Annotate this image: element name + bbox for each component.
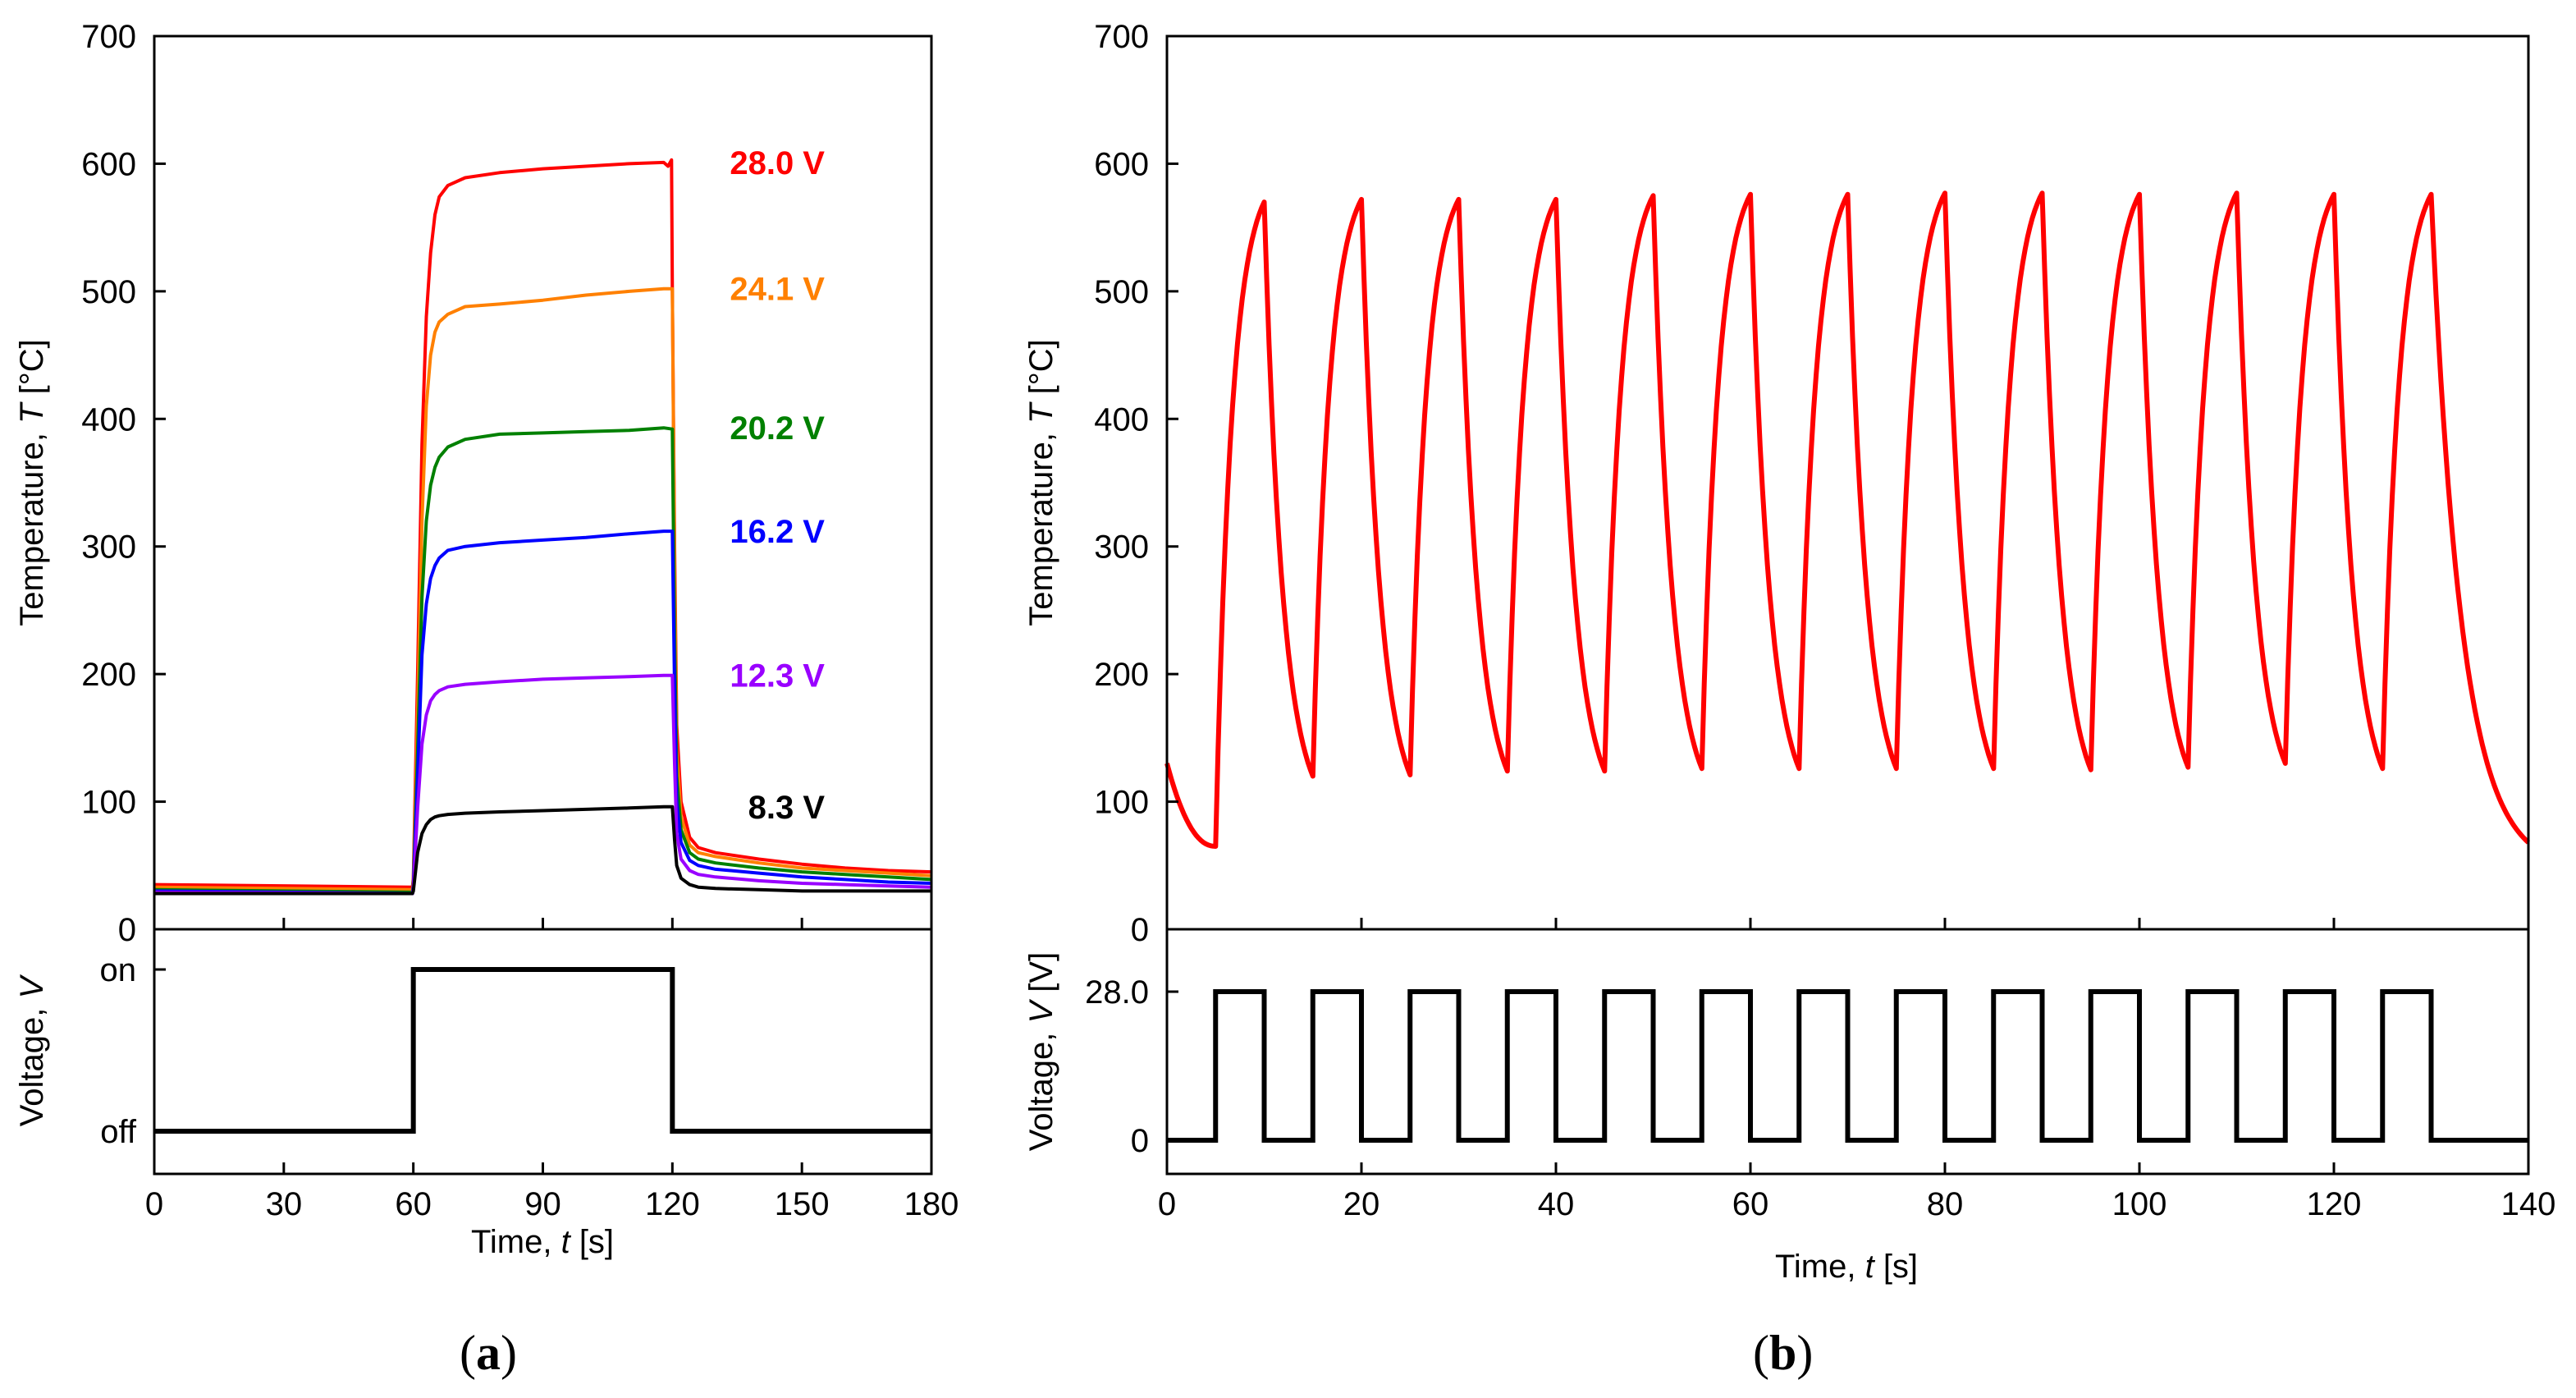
panel-b-y-tick-label: 0	[1131, 912, 1149, 948]
panel-b-x-tick-label: 100	[2112, 1186, 2167, 1222]
panel-a-label: (a)	[460, 1326, 517, 1380]
panel-b: 0 20 40 60 80 100 120 140 0 100 200 300 400 500 600 70…	[1023, 19, 2555, 1380]
voltage-step-line	[154, 967, 931, 1134]
panel-b-y-tick-label: 500	[1094, 274, 1149, 310]
panel-a-x-tick-label: 90	[524, 1186, 561, 1222]
panel-a-y-tick-label: 500	[81, 274, 136, 310]
panel-a-series-labels: 28.0 V 24.1 V 20.2 V 16.2 V 12.3 V 8.3 V	[730, 145, 825, 826]
panel-a-voltage-plot-frame	[153, 928, 933, 1176]
temperature-cycling-line	[1164, 190, 2531, 849]
panel-b-temperature-series	[1164, 190, 2531, 849]
voltage-tick-label: off	[100, 1114, 137, 1150]
series-label-241: 24.1 V	[730, 272, 825, 308]
panel-b-voltage-axis-label: Voltage, V [V]	[1023, 952, 1059, 1151]
panel-a-y-tick-label: 700	[81, 19, 136, 55]
panel-a-y-tick-label: 200	[81, 657, 136, 693]
panel-a-temperature-series	[153, 158, 932, 896]
panel-b-y-tick-label: 200	[1094, 657, 1149, 693]
temperature-line-83	[154, 804, 931, 896]
voltage-tick-label: on	[100, 952, 137, 988]
panel-a-voltage-axis-label: Voltage, V	[14, 974, 50, 1126]
voltage-tick-label: 28.0	[1085, 974, 1149, 1011]
panel-b-x-ticks: 0 20 40 60 80 100 120 140	[1158, 918, 2556, 1222]
panel-a-x-tick-label: 120	[645, 1186, 700, 1222]
panel-b-label: (b)	[1753, 1326, 1813, 1380]
panel-a-y-tick-label: 300	[81, 529, 136, 566]
temperature-line-280	[153, 158, 932, 889]
panel-b-x-tick-label: 140	[2501, 1186, 2556, 1222]
panel-a-x-ticks: 0 30 60 90 120 150 180	[145, 918, 959, 1222]
series-label-202: 20.2 V	[730, 410, 825, 447]
panel-a-x-axis-label: Time, t [s]	[471, 1224, 614, 1260]
temperature-line-202	[153, 426, 932, 894]
panel-b-x-tick-label: 120	[2307, 1186, 2362, 1222]
panel-b-y-axis-label: Temperature, T [°C]	[1023, 339, 1059, 626]
panel-b-x-tick-label: 0	[1158, 1186, 1176, 1222]
panel-b-y-tick-label: 100	[1094, 785, 1149, 821]
panel-a-y-tick-label: 0	[118, 912, 136, 948]
panel-b-y-tick-label: 700	[1094, 19, 1149, 55]
panel-b-x-tick-label: 40	[1538, 1186, 1575, 1222]
panel-b-voltage-series	[1167, 989, 2528, 1143]
temperature-line-162	[153, 529, 932, 896]
panel-b-x-axis-label: Time, t [s]	[1775, 1249, 1918, 1285]
panel-a-voltage-ticks: off on	[100, 952, 166, 1150]
temperature-line-123	[153, 673, 932, 896]
panel-a-y-axis-label: Temperature, T [°C]	[14, 339, 50, 626]
panel-b-y-tick-label: 600	[1094, 146, 1149, 182]
panel-a-y-tick-label: 400	[81, 401, 136, 438]
panel-b-x-tick-label: 20	[1343, 1186, 1380, 1222]
panel-b-voltage-ticks: 028.0	[1085, 974, 1178, 1159]
series-label-123: 12.3 V	[730, 658, 825, 694]
series-label-162: 16.2 V	[730, 514, 825, 550]
panel-a-x-tick-label: 150	[775, 1186, 830, 1222]
panel-b-x-tick-label: 60	[1732, 1186, 1769, 1222]
panel-b-y-tick-label: 300	[1094, 529, 1149, 566]
voltage-pulse-line	[1167, 989, 2528, 1143]
panel-a-x-tick-label: 180	[904, 1186, 959, 1222]
panel-a-y-tick-label: 600	[81, 146, 136, 182]
series-label-280: 28.0 V	[730, 145, 825, 181]
panel-b-y-ticks: 0 100 200 300 400 500 600 700	[1094, 19, 1178, 948]
voltage-tick-label: 0	[1131, 1123, 1149, 1159]
panel-a-x-tick-label: 0	[145, 1186, 163, 1222]
panel-b-voltage-plot-frame	[1165, 928, 2530, 1176]
panel-a-voltage-series	[154, 967, 931, 1134]
panel-a-x-tick-label: 30	[266, 1186, 303, 1222]
panel-a-y-ticks: 0 100 200 300 400 500 600 700	[81, 19, 166, 948]
panel-a: 28.0 V 24.1 V 20.2 V 16.2 V 12.3 V 8.3 V 0 30 6…	[14, 19, 959, 1380]
temperature-line-241	[153, 286, 932, 892]
panel-b-x-tick-label: 80	[1927, 1186, 1964, 1222]
series-label-83: 8.3 V	[748, 790, 826, 826]
panel-b-y-tick-label: 400	[1094, 401, 1149, 438]
panel-a-x-tick-label: 60	[395, 1186, 432, 1222]
panel-a-y-tick-label: 100	[81, 785, 136, 821]
